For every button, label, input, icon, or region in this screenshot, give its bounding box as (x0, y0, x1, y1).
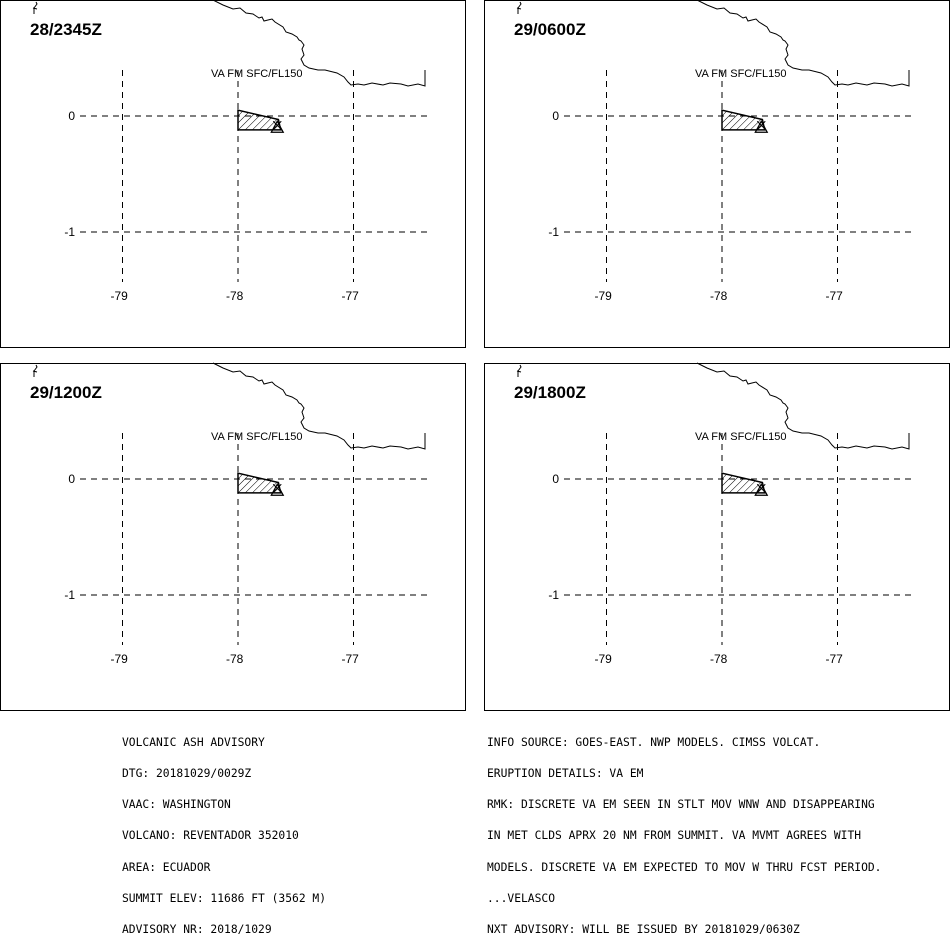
lat-lon-grid: 0 -1 -79 -78 -77 (548, 433, 914, 666)
latitude-label: -1 (64, 225, 75, 239)
longitude-label: -79 (111, 652, 129, 666)
forecast-panel: 0 -1 -79 -78 -77 29/0600Z VA FM SFC/FL150 (484, 0, 950, 348)
longitude-label: -78 (226, 652, 244, 666)
ash-cloud-polygon (237, 109, 282, 131)
longitude-label: -77 (342, 652, 360, 666)
advisory-dtg: DTG: 20181029/0029Z (122, 767, 252, 781)
latitude-label: 0 (552, 472, 559, 486)
cloud-top-label: VA FM SFC/FL150 (695, 68, 787, 80)
volcano-triangle-icon (754, 483, 769, 496)
lat-lon-grid: 0 -1 -79 -78 -77 (64, 433, 430, 666)
advisory-info-source: INFO SOURCE: GOES-EAST. NWP MODELS. CIMS… (487, 735, 821, 749)
latitude-label: -1 (548, 225, 559, 239)
panel-frame (484, 363, 950, 711)
forecast-map-grid: 0 -1 -79 -78 -77 28/2345Z VA FM SFC/FL150 0 -… (0, 0, 950, 711)
longitude-label: -78 (710, 289, 728, 303)
valid-time-label: 29/1800Z (514, 383, 586, 402)
flag-symbol (516, 364, 522, 377)
advisory-header-block: VOLCANIC ASH ADVISORY DTG: 20181029/0029… (122, 717, 326, 946)
advisory-area: AREA: ECUADOR (122, 860, 211, 874)
volcano-triangle-icon (270, 483, 285, 496)
forecast-panel: 0 -1 -79 -78 -77 29/1200Z VA FM SFC/FL150 (0, 362, 466, 711)
forecast-maps: 0 -1 -79 -78 -77 28/2345Z VA FM SFC/FL150 0 -… (0, 0, 950, 711)
latitude-label: -1 (548, 588, 559, 602)
forecast-panel: 0 -1 -79 -78 -77 29/1800Z VA FM SFC/FL150 (484, 362, 950, 711)
advisory-details-block: INFO SOURCE: GOES-EAST. NWP MODELS. CIMS… (487, 717, 881, 946)
flag-symbol (32, 364, 38, 377)
lat-lon-grid: 0 -1 -79 -78 -77 (548, 70, 914, 303)
valid-time-label: 28/2345Z (30, 20, 102, 39)
advisory-vaac: VAAC: WASHINGTON (122, 798, 231, 812)
lat-lon-grid: 0 -1 -79 -78 -77 (64, 70, 430, 303)
panel-frame (0, 0, 466, 348)
advisory-title: VOLCANIC ASH ADVISORY (122, 735, 265, 749)
coastline (212, 362, 426, 450)
cloud-top-label: VA FM SFC/FL150 (211, 431, 303, 443)
ash-cloud-polygon (237, 472, 282, 494)
longitude-label: -78 (710, 652, 728, 666)
valid-time-label: 29/0600Z (514, 20, 586, 39)
latitude-label: 0 (552, 109, 559, 123)
forecast-panel: 0 -1 -79 -78 -77 28/2345Z VA FM SFC/FL150 (0, 0, 466, 348)
longitude-label: -77 (826, 652, 844, 666)
longitude-label: -79 (595, 652, 613, 666)
longitude-label: -77 (826, 289, 844, 303)
longitude-label: -79 (111, 289, 129, 303)
advisory-remarks-line: RMK: DISCRETE VA EM SEEN IN STLT MOV WNW… (487, 798, 875, 812)
flag-symbol (516, 1, 522, 14)
latitude-label: 0 (68, 472, 75, 486)
coastline (696, 362, 910, 450)
valid-time-label: 29/1200Z (30, 383, 102, 402)
coastline (696, 0, 910, 87)
advisory-eruption-details: ERUPTION DETAILS: VA EM (487, 767, 644, 781)
advisory-remarks-line: IN MET CLDS APRX 20 NM FROM SUMMIT. VA M… (487, 829, 862, 843)
coastline (212, 0, 426, 87)
volcano-triangle-icon (270, 120, 285, 133)
advisory-summit-elev: SUMMIT ELEV: 11686 FT (3562 M) (122, 891, 327, 905)
panel-frame (484, 0, 950, 348)
advisory-forecaster: ...VELASCO (487, 891, 556, 905)
advisory-volcano: VOLCANO: REVENTADOR 352010 (122, 829, 299, 843)
advisory-next: NXT ADVISORY: WILL BE ISSUED BY 20181029… (487, 923, 800, 937)
cloud-top-label: VA FM SFC/FL150 (695, 431, 787, 443)
volcano-triangle-icon (754, 120, 769, 133)
longitude-label: -77 (342, 289, 360, 303)
cloud-top-label: VA FM SFC/FL150 (211, 68, 303, 80)
ash-cloud-polygon (721, 109, 766, 131)
advisory-remarks-line: MODELS. DISCRETE VA EM EXPECTED TO MOV W… (487, 860, 882, 874)
ash-cloud-polygon (721, 472, 766, 494)
longitude-label: -79 (595, 289, 613, 303)
longitude-label: -78 (226, 289, 244, 303)
latitude-label: -1 (64, 588, 75, 602)
flag-symbol (32, 1, 38, 14)
latitude-label: 0 (68, 109, 75, 123)
panel-frame (0, 363, 466, 711)
advisory-number: ADVISORY NR: 2018/1029 (122, 923, 272, 937)
